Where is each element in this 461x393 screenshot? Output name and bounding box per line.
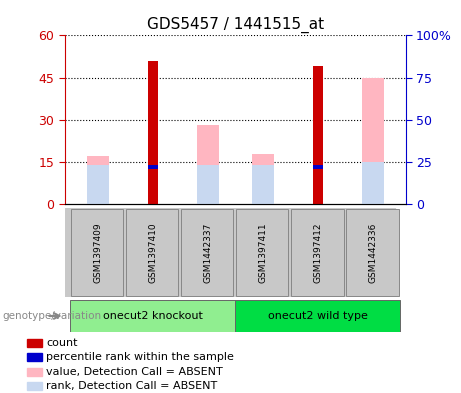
- FancyBboxPatch shape: [291, 209, 343, 296]
- Bar: [148, 61, 158, 204]
- Text: onecut2 wild type: onecut2 wild type: [268, 311, 367, 321]
- Text: rank, Detection Call = ABSENT: rank, Detection Call = ABSENT: [47, 381, 218, 391]
- FancyBboxPatch shape: [346, 209, 398, 296]
- Text: GSM1442336: GSM1442336: [368, 222, 377, 283]
- Bar: [87, 165, 108, 204]
- FancyBboxPatch shape: [236, 209, 289, 296]
- Bar: [148, 165, 158, 169]
- Bar: [313, 165, 323, 169]
- Bar: [196, 125, 219, 204]
- Bar: [87, 156, 108, 204]
- Bar: [27, 339, 42, 347]
- Bar: [252, 165, 274, 204]
- Bar: [362, 78, 384, 204]
- Text: GSM1397409: GSM1397409: [93, 222, 102, 283]
- Bar: [313, 66, 323, 204]
- Text: onecut2 knockout: onecut2 knockout: [103, 311, 202, 321]
- Text: GSM1397411: GSM1397411: [258, 222, 267, 283]
- Text: GSM1397410: GSM1397410: [148, 222, 157, 283]
- Text: GSM1397412: GSM1397412: [313, 222, 322, 283]
- Text: value, Detection Call = ABSENT: value, Detection Call = ABSENT: [47, 367, 223, 376]
- Title: GDS5457 / 1441515_at: GDS5457 / 1441515_at: [147, 17, 324, 33]
- FancyBboxPatch shape: [235, 300, 400, 332]
- Bar: [27, 353, 42, 361]
- Bar: [27, 368, 42, 376]
- Text: percentile rank within the sample: percentile rank within the sample: [47, 353, 234, 362]
- FancyBboxPatch shape: [181, 209, 233, 296]
- Text: GSM1442337: GSM1442337: [203, 222, 212, 283]
- Bar: [362, 162, 384, 204]
- FancyBboxPatch shape: [71, 209, 124, 296]
- FancyBboxPatch shape: [126, 209, 178, 296]
- Text: genotype/variation: genotype/variation: [2, 311, 101, 321]
- Bar: [27, 382, 42, 390]
- Text: count: count: [47, 338, 78, 348]
- Bar: [252, 154, 274, 204]
- FancyBboxPatch shape: [70, 300, 235, 332]
- Bar: [196, 165, 219, 204]
